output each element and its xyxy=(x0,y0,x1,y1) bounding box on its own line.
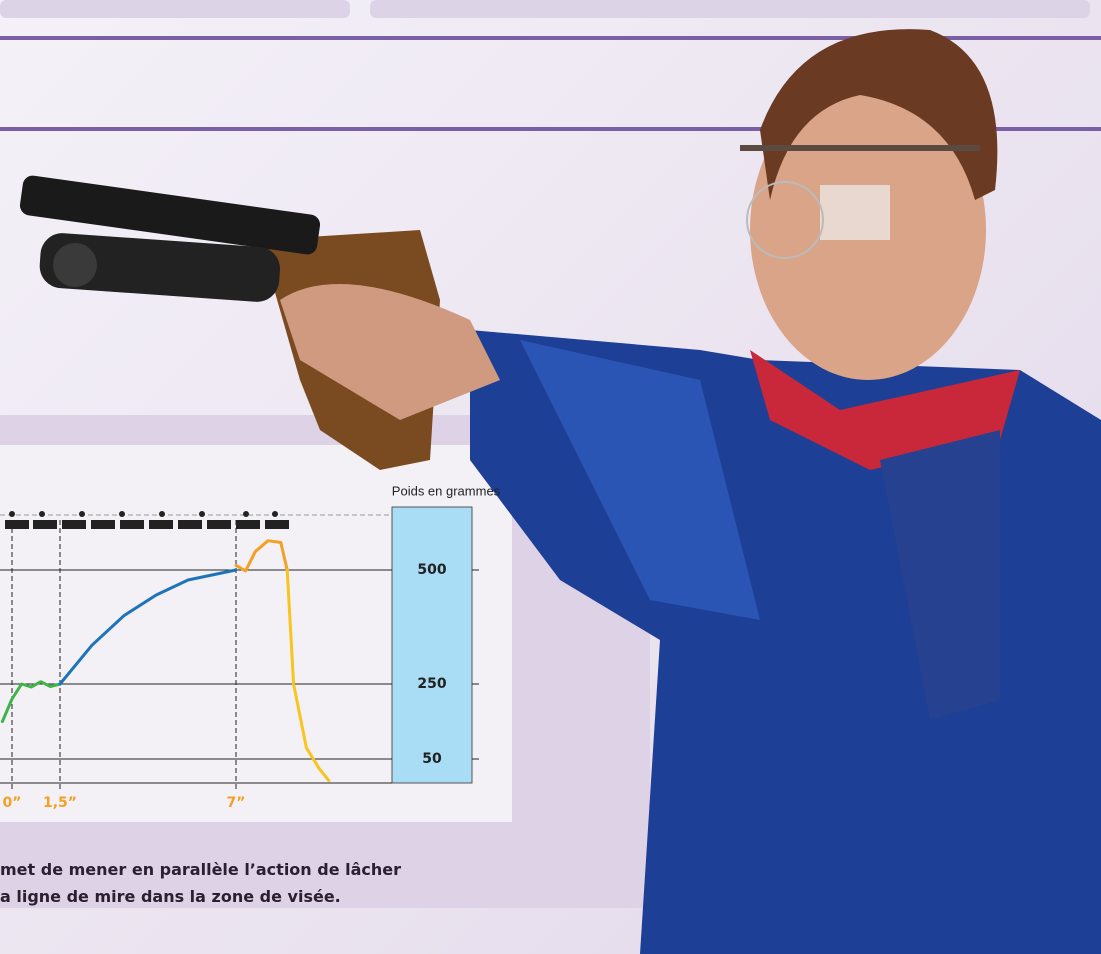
weight-column xyxy=(392,507,472,783)
top-box xyxy=(0,0,350,18)
page: Poids en grammes 50 250 500 0” 1,5” 7” met de… xyxy=(0,0,1101,954)
x-tick-label: 7” xyxy=(227,795,246,811)
x-tick-label: 0” xyxy=(3,795,22,811)
caption-line: a ligne de mire dans la zone de visée. xyxy=(0,887,341,906)
x-tick-label: 1,5” xyxy=(43,795,77,811)
y-tick-label: 500 xyxy=(417,562,446,578)
axis-label: Poids en grammes xyxy=(392,483,501,498)
artwork: Poids en grammes 50 250 500 0” 1,5” 7” xyxy=(0,0,1101,954)
caption-line: met de mener en parallèle l’action de lâ… xyxy=(0,860,401,879)
y-tick-label: 50 xyxy=(422,751,442,767)
top-box xyxy=(370,0,1090,18)
y-tick-label: 250 xyxy=(417,676,446,692)
